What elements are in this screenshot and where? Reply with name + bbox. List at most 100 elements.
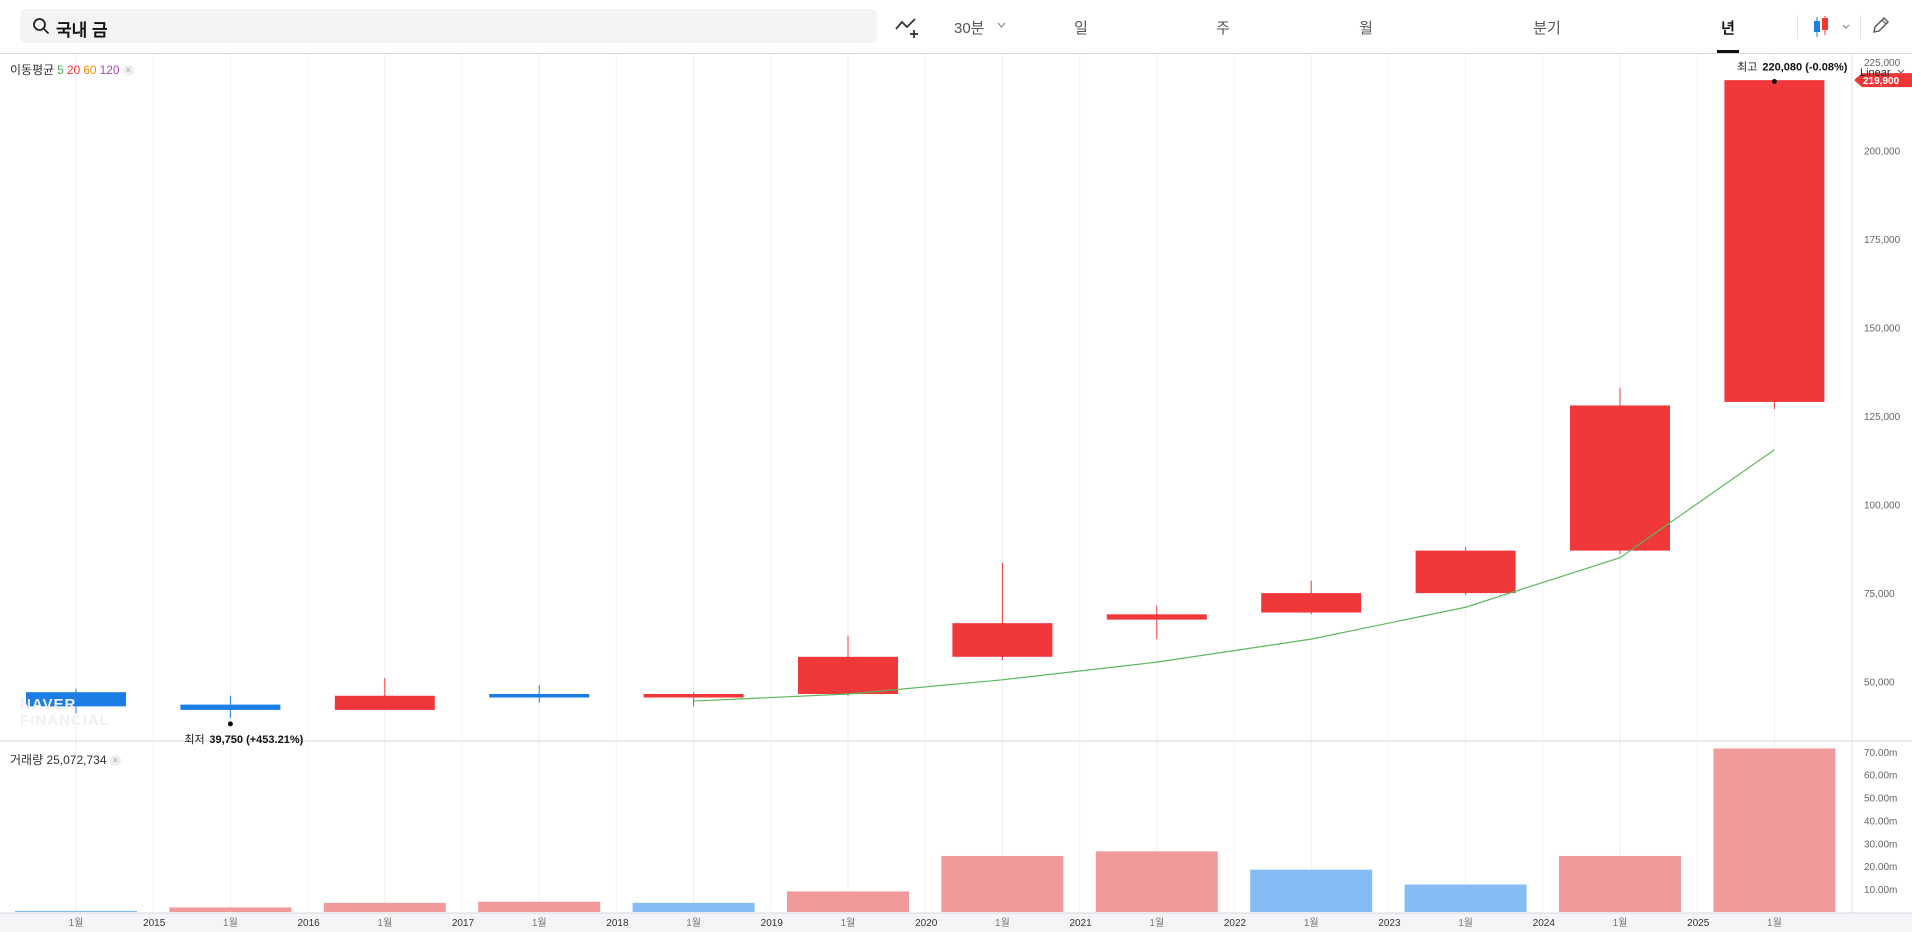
candle-body	[1415, 550, 1516, 594]
naver-financial-watermark: NAVER FINANCIAL	[20, 697, 110, 729]
high-marker-value: 220,080 (-0.08%)	[1762, 61, 1847, 73]
candle-body	[1724, 80, 1825, 402]
volume-bar	[169, 907, 292, 912]
volume-tick-label: 40.00m	[1864, 816, 1897, 827]
low-marker-value: 39,750 (+453.21%)	[209, 734, 303, 746]
search-icon	[33, 18, 49, 34]
toolbar-divider	[1797, 15, 1798, 39]
time-tick-label: 1월	[223, 917, 238, 929]
watermark-line: NAVER	[20, 696, 77, 713]
volume-bar	[1713, 748, 1836, 912]
price-tick-label: 100,000	[1864, 501, 1901, 512]
time-tick-label: 1월	[841, 917, 856, 929]
volume-tick-label: 60.00m	[1864, 771, 1897, 782]
candle-body	[1106, 614, 1207, 620]
volume-bar	[478, 901, 601, 912]
ma-120-label: 120	[99, 63, 120, 77]
time-tick-label: 1월	[995, 917, 1010, 929]
time-tick-label: 1월	[686, 917, 701, 929]
scale-mode-select[interactable]: Linear	[1860, 67, 1905, 79]
time-axis-background	[0, 913, 1912, 932]
tab-year[interactable]: 년	[1721, 20, 1735, 37]
year-tick-label: 2022	[1224, 918, 1247, 929]
search-input[interactable]: 국내 금	[56, 21, 108, 40]
price-tick-label: 175,000	[1864, 235, 1901, 246]
volume-bar	[632, 902, 755, 912]
candle-body	[798, 656, 898, 694]
price-tick-label: 150,000	[1864, 324, 1901, 335]
chevron-down-icon	[1897, 69, 1904, 74]
year-tick-label: 2020	[915, 918, 938, 929]
volume-legend-text: 거래량 25,072,734	[10, 753, 107, 767]
year-tick-label: 2021	[1069, 918, 1092, 929]
price-tick-label: 200,000	[1864, 147, 1901, 158]
time-tick-label: 1월	[1613, 917, 1628, 929]
last-price-label: 219,900	[1863, 76, 1900, 87]
pencil-icon[interactable]	[1871, 15, 1891, 35]
search-box[interactable]: 국내 금	[20, 9, 877, 43]
candle-body	[643, 693, 744, 698]
volume-bar	[787, 891, 909, 912]
interval-select[interactable]: 30분	[954, 20, 985, 37]
last-price-tag	[1854, 73, 1912, 88]
price-tick-label: 50,000	[1864, 678, 1895, 689]
price-tick-label: 125,000	[1864, 412, 1901, 423]
candle-body	[334, 695, 435, 710]
indicator-add-icon[interactable]	[895, 15, 921, 39]
time-tick-label: 1월	[377, 917, 392, 929]
candle-body	[1570, 405, 1670, 551]
tab-month[interactable]: 월	[1359, 20, 1373, 37]
high-marker-label: 최고	[1737, 60, 1757, 73]
candle-body	[1261, 593, 1362, 613]
year-tick-label: 2019	[761, 918, 784, 929]
year-tick-label: 2025	[1687, 918, 1710, 929]
candle-body	[952, 623, 1053, 657]
volume-bar	[323, 902, 446, 912]
year-tick-label: 2017	[452, 918, 475, 929]
price-tick-label: 75,000	[1864, 589, 1895, 600]
volume-tick-label: 10.00m	[1864, 885, 1897, 896]
year-tick-label: 2018	[606, 918, 629, 929]
year-tick-label: 2024	[1533, 918, 1556, 929]
candle-body	[26, 692, 126, 707]
active-tab-indicator	[1717, 50, 1739, 53]
year-tick-label: 2016	[297, 918, 320, 929]
watermark-line: FINANCIAL	[20, 712, 110, 729]
time-tick-label: 1월	[532, 917, 547, 929]
ma5-line	[693, 449, 1775, 702]
volume-tick-label: 30.00m	[1864, 839, 1897, 850]
volume-bar	[1250, 869, 1373, 912]
time-tick-label: 1월	[1458, 917, 1473, 929]
year-tick-label: 2015	[143, 918, 166, 929]
close-ma-legend-icon[interactable]: ×	[122, 65, 134, 76]
year-tick-label: 2023	[1378, 918, 1401, 929]
tab-quarter[interactable]: 분기	[1533, 20, 1561, 37]
low-marker-dot	[227, 721, 233, 727]
volume-bar	[15, 910, 137, 912]
time-tick-label: 1월	[1304, 917, 1319, 929]
ma-legend-title: 이동평균	[10, 63, 55, 77]
time-tick-label: 1월	[69, 917, 84, 929]
moving-average-legend: 이동평균 5 20 60 120 ×	[10, 61, 137, 78]
volume-tick-label: 50.00m	[1864, 794, 1897, 805]
high-marker-dot	[1771, 78, 1777, 84]
low-marker-label: 최저	[184, 733, 204, 746]
time-tick-label: 1월	[1767, 917, 1782, 929]
ma-60-label: 60	[83, 63, 97, 77]
tab-day[interactable]: 일	[1074, 20, 1088, 37]
candle-type-icon[interactable]	[1812, 15, 1852, 39]
close-volume-legend-icon[interactable]: ×	[109, 755, 121, 766]
volume-tick-label: 70.00m	[1864, 748, 1897, 759]
scale-mode-label: Linear	[1860, 67, 1891, 79]
chart-toolbar: 국내 금 30분 일 주 월 분기 년	[0, 0, 1912, 54]
volume-bar	[1095, 851, 1218, 912]
ma-5-label: 5	[57, 63, 64, 77]
price-tick-label: 225,000	[1864, 58, 1901, 69]
volume-legend: 거래량 25,072,734 ×	[10, 751, 121, 768]
volume-tick-label: 20.00m	[1864, 862, 1897, 873]
tab-week[interactable]: 주	[1216, 20, 1230, 37]
time-tick-label: 1월	[1149, 917, 1164, 929]
ma-20-label: 20	[66, 63, 81, 77]
chevron-down-icon[interactable]	[997, 22, 1006, 28]
